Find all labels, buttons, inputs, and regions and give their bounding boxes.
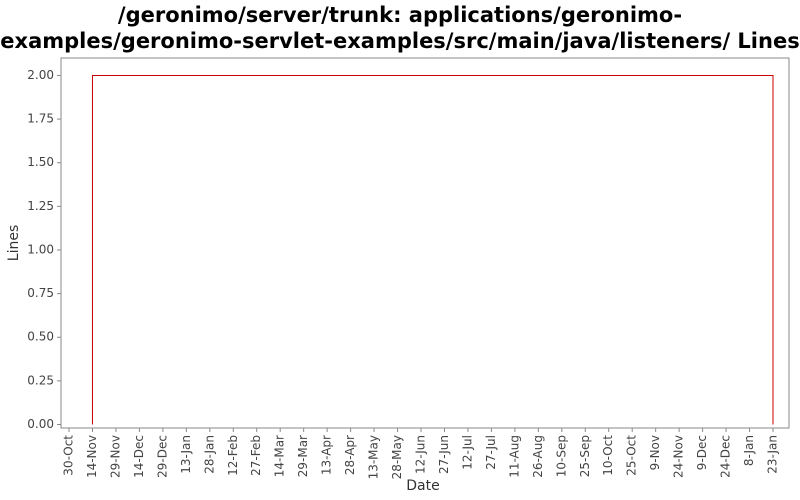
x-tick-label: 25-Oct: [625, 435, 639, 476]
y-tick-label: 0.50: [27, 330, 54, 344]
x-tick-label: 13-May: [367, 435, 381, 479]
x-tick-label: 27-Feb: [249, 435, 263, 476]
x-tick-label: 25-Sep: [578, 435, 592, 477]
x-tick-label: 24-Nov: [672, 435, 686, 478]
x-tick-label: 10-Oct: [601, 435, 615, 476]
x-tick-label: 26-Aug: [531, 435, 545, 478]
x-axis-label: Date: [406, 478, 439, 494]
x-tick-label: 14-Dec: [132, 435, 146, 478]
y-tick-label: 1.25: [27, 199, 54, 213]
x-tick-label: 10-Sep: [554, 435, 568, 477]
y-tick-label: 0.75: [27, 286, 54, 300]
x-tick-label: 9-Dec: [695, 435, 709, 470]
x-tick-label: 23-Jan: [766, 435, 780, 474]
x-tick-label: 14-Mar: [273, 435, 287, 477]
x-tick-label: 30-Oct: [62, 435, 76, 476]
x-tick-label: 27-Jun: [437, 435, 451, 474]
y-tick-label: 0.25: [27, 373, 54, 387]
x-tick-label: 29-Dec: [155, 435, 169, 478]
x-tick-label: 11-Aug: [507, 435, 521, 478]
chart-title: /geronimo/server/trunk: applications/ger…: [0, 3, 800, 79]
x-tick-label: 8-Jan: [742, 435, 756, 466]
y-axis-label: Lines: [6, 225, 22, 261]
x-tick-label: 13-Jan: [179, 435, 193, 474]
x-tick-label: 12-Feb: [226, 435, 240, 476]
x-tick-label: 29-Nov: [108, 435, 122, 478]
x-tick-label: 9-Nov: [648, 435, 662, 470]
y-tick-label: 1.75: [27, 112, 54, 126]
x-tick-label: 27-Jul: [484, 435, 498, 470]
y-tick-label: 0.00: [27, 417, 54, 431]
x-tick-label: 13-Apr: [320, 435, 334, 475]
y-tick-label: 1.00: [27, 242, 54, 256]
x-tick-label: 28-Apr: [343, 435, 357, 475]
data-line: [91, 74, 774, 425]
x-tick-label: 12-Jul: [460, 435, 474, 470]
x-tick-label: 12-Jun: [414, 435, 428, 474]
plot-area: [60, 57, 790, 429]
x-tick-label: 24-Dec: [719, 435, 733, 478]
y-tick-label: 1.50: [27, 155, 54, 169]
y-tick-label: 2.00: [27, 68, 54, 82]
x-tick-label: 28-Jan: [202, 435, 216, 474]
x-tick-label: 14-Nov: [85, 435, 99, 478]
x-tick-label: 28-May: [390, 435, 404, 479]
x-tick-label: 29-Mar: [296, 435, 310, 477]
